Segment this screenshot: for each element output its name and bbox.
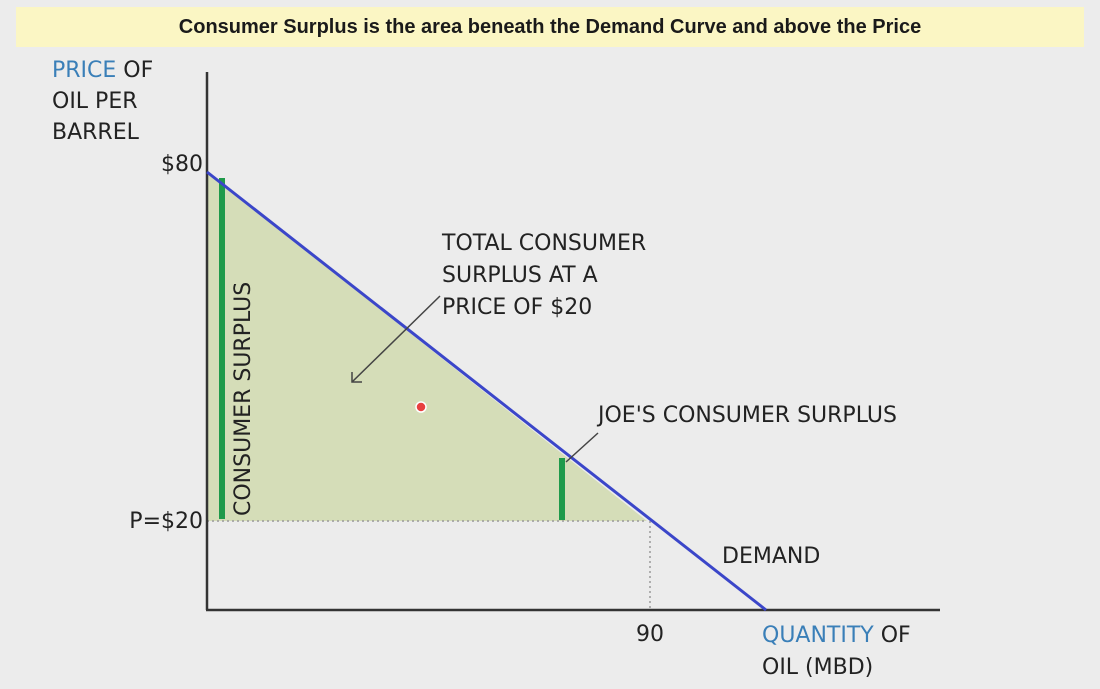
x-axis-label-line2: OIL (MBD) <box>762 655 873 680</box>
x-axis-label-rest: OF <box>874 623 911 648</box>
total-surplus-arrowhead <box>351 372 362 383</box>
joes-surplus-label: JOE'S CONSUMER SURPLUS <box>596 403 897 428</box>
x-axis-label-line1: QUANTITY OF <box>762 623 911 648</box>
y-axis-label-line3: BARREL <box>52 120 140 145</box>
total-surplus-line3: PRICE OF $20 <box>442 295 592 320</box>
total-surplus-line2: SURPLUS AT A <box>442 263 598 288</box>
y-axis-label-highlight: PRICE <box>52 58 116 83</box>
x-tick-90: 90 <box>636 622 664 647</box>
total-surplus-arrow <box>351 295 441 383</box>
y-axis-label-line1: PRICE OF <box>52 58 153 83</box>
joes-surplus-pointer <box>565 432 599 463</box>
title-text: Consumer Surplus is the area beneath the… <box>178 15 922 38</box>
y-tick-price: P=$20 <box>129 509 203 534</box>
y-axis-label-rest: OF <box>116 58 153 83</box>
y-axis-label-line2: OIL PER <box>52 89 138 114</box>
y-tick-80: $80 <box>161 152 203 177</box>
title-banner: Consumer Surplus is the area beneath the… <box>16 7 1084 47</box>
demand-label: DEMAND <box>722 544 820 569</box>
vertical-surplus-label: CONSUMER SURPLUS <box>231 282 256 516</box>
demand-line <box>206 170 767 612</box>
x-axis-label-highlight: QUANTITY <box>762 623 874 648</box>
total-surplus-line1: TOTAL CONSUMER <box>441 231 646 256</box>
pointer-dot <box>415 401 427 413</box>
